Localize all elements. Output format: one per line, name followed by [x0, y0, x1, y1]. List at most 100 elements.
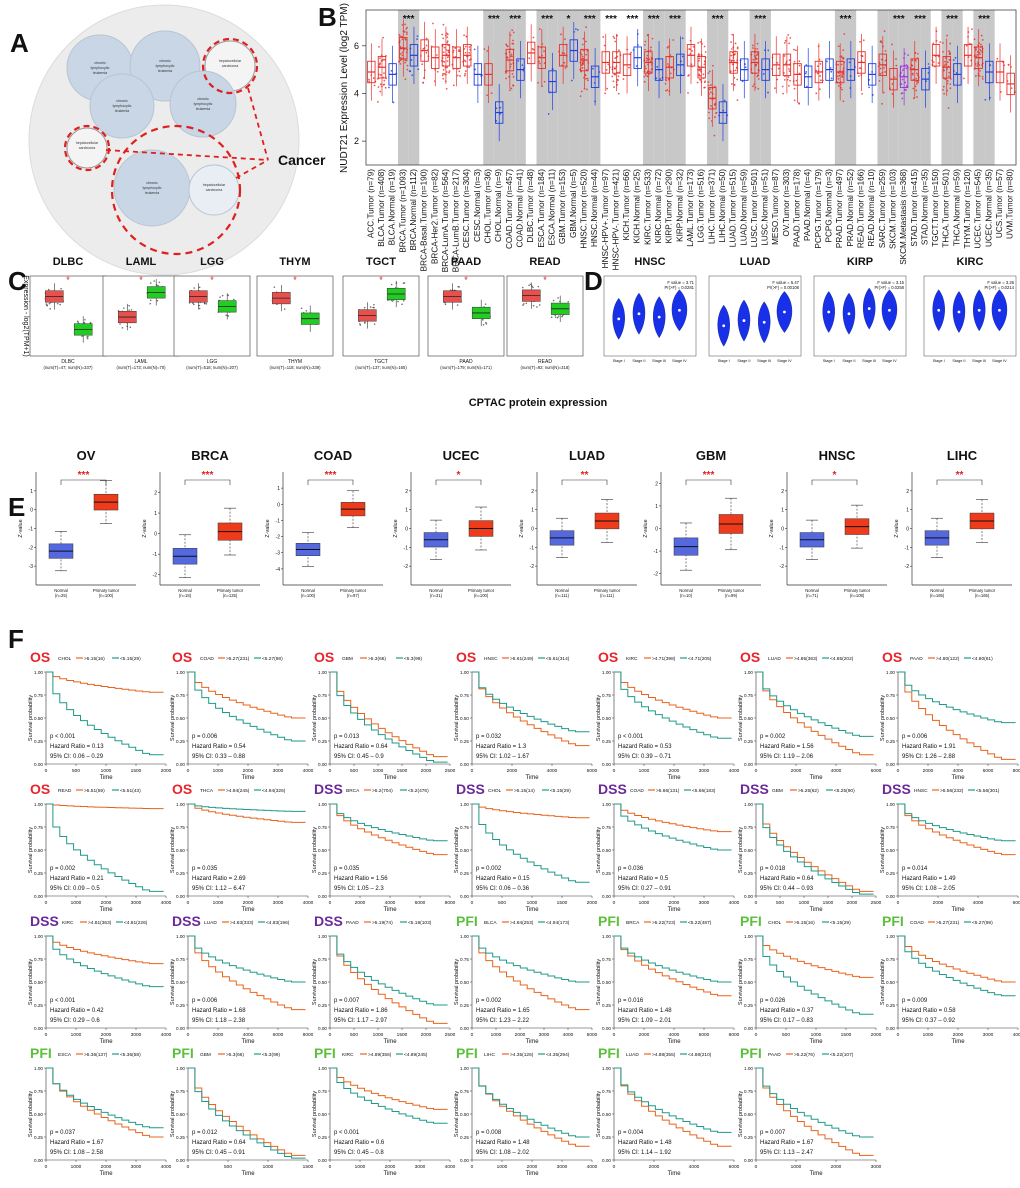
cptac-plot-coad: COAD -4 -3 -2 -1 0 1 Z-value *** Normal(n=100) Pri… — [265, 448, 383, 598]
data-point — [731, 83, 733, 85]
y-axis-label: Survival probability — [170, 827, 176, 873]
data-point — [730, 48, 733, 50]
x-tick-label: 1000 — [639, 768, 650, 774]
endpoint-label: OS — [882, 649, 902, 665]
data-point — [702, 73, 705, 76]
x-axis-label: Time — [809, 907, 823, 913]
plot-frame — [506, 275, 584, 357]
legend-high-label: >5.15(14) — [514, 788, 535, 794]
sample-size-label: (num(T)=92; num(N)=318) — [520, 365, 570, 370]
median-dot — [722, 324, 726, 328]
y-tick-label: 6 — [354, 41, 359, 51]
survival-curve-low — [46, 1067, 164, 1129]
median-dot — [657, 315, 661, 319]
x-tick-label: THCA.Tumor (n=501) — [942, 169, 951, 248]
data-point — [464, 72, 467, 75]
survival-curve-low — [472, 935, 590, 983]
x-tick-label: 1000 — [491, 1032, 502, 1038]
data-point — [464, 70, 467, 72]
significance-mark: * — [210, 275, 214, 285]
x-tick-label: 1000 — [71, 1164, 82, 1170]
x-tick-label: COAD.Tumor (n=457) — [505, 169, 514, 249]
x-tick-label: 500 — [776, 900, 784, 906]
legend-low-label: <5.66(183) — [692, 788, 716, 794]
legend-high-label: >4.71(398) — [652, 656, 676, 662]
data-point — [707, 72, 710, 75]
y-tick-label: 1.00 — [460, 934, 469, 939]
cancer-label: THCA — [200, 788, 214, 794]
cancer-label: ESCA — [58, 1052, 72, 1058]
legend-high-label: >5.66(131) — [656, 788, 680, 794]
data-point — [744, 66, 747, 69]
x-tick-label: HNSC-HPV-.Tumor (n=421) — [611, 169, 620, 271]
p-value-label: p = 0.009 — [902, 998, 928, 1004]
p-value-label: p = 0.004 — [618, 1130, 644, 1136]
data-point — [731, 59, 733, 62]
data-point — [836, 75, 839, 78]
data-point — [859, 40, 861, 43]
survival-curve-high — [46, 935, 164, 965]
y-tick-label: 0.75 — [744, 1089, 753, 1094]
x-tick-label: 4000 — [161, 1164, 172, 1170]
data-point — [659, 78, 662, 80]
x-tick-label: 6000 — [699, 1032, 710, 1038]
data-point — [411, 74, 414, 77]
x-tick-label: Stage II — [632, 359, 645, 363]
data-point — [499, 106, 502, 109]
data-point — [901, 97, 904, 100]
x-axis-label: Time — [667, 1171, 681, 1177]
x-tick-label: 3000 — [131, 1164, 142, 1170]
data-point — [793, 48, 795, 51]
x-tick-label: Stage II — [952, 359, 965, 363]
cptac-plot-ov: OV -3 -2 -1 0 1 Z-value *** Normal(n=25) Primary … — [18, 448, 136, 598]
x-tick-label: SKCM.Metastasis (n=368) — [899, 169, 908, 265]
x-tick-label: UCEC.Normal (n=35) — [984, 169, 993, 247]
y-tick-label: 0.00 — [176, 1158, 185, 1163]
km-plot-dss-paad: DSS PAAD >5.19(74) <5.19(103) 0.00 0.25 0.50 0.… — [312, 913, 456, 1045]
significance-mark: ** — [956, 470, 964, 481]
x-tick-label: GBM.Tumor (n=153) — [558, 169, 567, 244]
data-point — [757, 87, 760, 90]
survival-curve-high — [898, 671, 1016, 760]
confidence-interval-label: 95% CI: 1.14 – 1.92 — [618, 1150, 672, 1156]
x-tick-label: 0 — [187, 768, 190, 774]
data-point — [473, 48, 476, 51]
cptac-plot-luad: LUAD-2-1012Z-value**Normal(n=111)Primary… — [519, 448, 637, 598]
x-tick-label: 6000 — [273, 1032, 284, 1038]
data-point — [563, 52, 566, 55]
legend-high-label: >5.25(62) — [798, 788, 819, 794]
x-tick-label: KICH.Normal (n=25) — [633, 169, 642, 244]
y-tick-label: 1.00 — [460, 802, 469, 807]
data-point — [401, 38, 404, 41]
x-tick-label: LUAD.Tumor (n=515) — [729, 169, 738, 247]
x-tick-label: 0 — [329, 1032, 332, 1038]
confidence-interval-label: 95% CI: 0.37 – 0.92 — [902, 1018, 956, 1024]
y-tick-label: 0.25 — [34, 871, 43, 876]
y-tick-label: 0.25 — [602, 1135, 611, 1140]
x-tick-label: SKCM.Tumor (n=103) — [888, 169, 897, 249]
data-point — [816, 65, 819, 68]
y-tick-label: 0.75 — [602, 1089, 611, 1094]
data-point — [446, 66, 448, 69]
cancer-label: BRCA — [346, 788, 360, 794]
data-point — [915, 89, 918, 92]
y-tick-label: 0.25 — [176, 739, 185, 744]
data-point — [443, 61, 446, 63]
bubble-label: lymphocytic — [156, 64, 175, 68]
data-point — [895, 64, 898, 67]
shaded-column — [568, 10, 580, 165]
data-point — [952, 59, 955, 61]
survival-curve-high — [756, 671, 874, 756]
data-point — [711, 64, 714, 67]
p-value-label: p = 0.035 — [334, 866, 360, 872]
x-tick-label: 4000 — [385, 900, 396, 906]
data-point — [937, 62, 940, 64]
x-tick-label: 4000 — [547, 768, 558, 774]
y-tick-label: 0.50 — [602, 1112, 611, 1117]
survival-curve-high — [188, 935, 306, 1011]
significance-mark: *** — [202, 470, 214, 481]
significance-mark: * — [567, 14, 571, 25]
endpoint-label: OS — [740, 649, 760, 665]
bubble-label: lymphocytic — [194, 102, 213, 106]
y-axis-label: Survival probability — [28, 827, 34, 873]
